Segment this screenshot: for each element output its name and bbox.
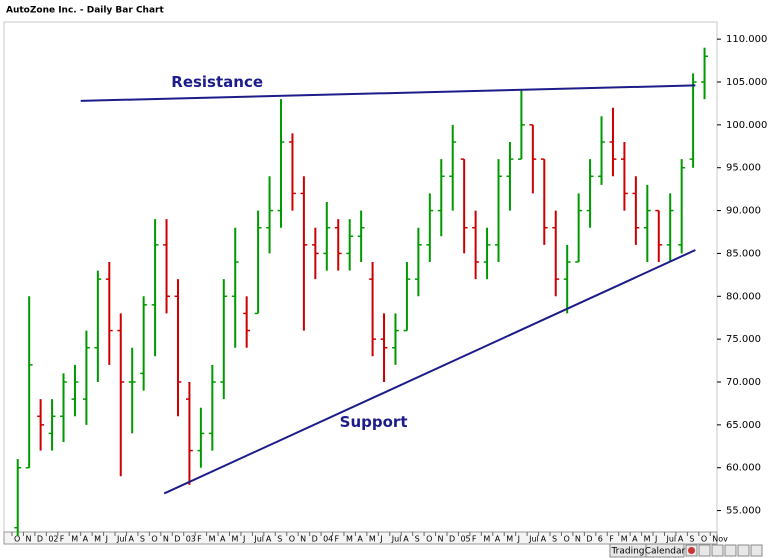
nav-button[interactable] [724,544,737,557]
nav-button[interactable] [698,544,711,557]
x-tick-label: O [563,535,569,544]
x-tick-label: A [128,535,134,544]
x-tick-label: M [369,535,376,544]
x-tick-label: A [220,535,226,544]
x-tick-label: N [163,535,169,544]
nav-button[interactable] [711,544,724,557]
y-tick-label: 80.000 [726,291,761,302]
x-tick-label: J [242,535,245,544]
chart-title: AutoZone Inc. - Daily Bar Chart [6,6,164,16]
nav-icon [688,547,695,554]
x-tick-label: A [357,535,363,544]
x-tick-label: Jul [528,535,539,544]
x-tick-label: Jul [116,535,127,544]
tab-label[interactable]: Calendar [645,547,686,557]
y-tick-label: 105.000 [726,77,767,88]
y-tick-label: 60.000 [726,463,761,474]
x-tick-label: O [289,535,295,544]
y-tick-label: 85.000 [726,248,761,259]
x-tick-label: Nov [712,535,728,544]
x-tick-label: 6 [598,535,603,544]
x-tick-label: D [449,535,455,544]
x-tick-label: F [60,535,65,544]
trendline [163,249,696,495]
x-tick-label: N [575,535,581,544]
tabs: Trading Calendar [609,543,763,558]
trendline-label: Resistance [171,73,263,91]
x-tick-label: 03 [186,535,196,544]
x-tick-label: O [14,535,20,544]
x-tick-label: S [415,535,420,544]
x-tick-label: O [151,535,157,544]
x-tick-label: 04 [323,535,333,544]
y-tick-label: 90.000 [726,206,761,217]
x-tick-label: A [266,535,272,544]
x-tick-label: 05 [460,535,470,544]
x-tick-label: Jul [253,535,264,544]
x-tick-label: D [174,535,180,544]
x-tick-label: D [312,535,318,544]
x-tick-label: S [689,535,694,544]
x-tick-label: D [37,535,43,544]
x-tick-label: M [71,535,78,544]
x-tick-label: J [379,535,382,544]
x-tick-label: M [346,535,353,544]
y-tick-label: 95.000 [726,163,761,174]
y-tick-label: 100.000 [726,120,767,131]
y-tick-label: 75.000 [726,334,761,345]
y-tick-label: 65.000 [726,420,761,431]
x-tick-label: S [552,535,557,544]
x-tick-label: J [517,535,520,544]
x-tick-label: D [586,535,592,544]
x-tick-label: A [678,535,684,544]
x-tick-label: O [426,535,432,544]
x-tick-label: M [621,535,628,544]
x-tick-label: A [83,535,89,544]
x-tick-label: A [632,535,638,544]
x-tick-label: S [140,535,145,544]
trendline [80,84,696,102]
x-tick-label: F [335,535,340,544]
x-tick-label: F [197,535,202,544]
x-tick-label: M [483,535,490,544]
x-tick-label: M [644,535,651,544]
tab-label[interactable]: Trading [610,547,644,557]
x-tick-label: M [94,535,101,544]
nav-button[interactable] [750,544,763,557]
y-tick-label: 110.000 [726,34,767,45]
x-tick-label: N [438,535,444,544]
x-tick-label: F [472,535,477,544]
x-tick-label: F [609,535,614,544]
x-tick-label: S [277,535,282,544]
x-tick-label: M [506,535,513,544]
x-tick-label: M [209,535,216,544]
x-tick-label: O [701,535,707,544]
x-tick-label: A [403,535,409,544]
x-tick-label: 02 [48,535,58,544]
y-tick-label: 70.000 [726,377,761,388]
x-tick-label: J [654,535,657,544]
x-tick-label: A [541,535,547,544]
x-tick-label: N [25,535,31,544]
nav-button[interactable] [737,544,750,557]
x-tick-label: N [300,535,306,544]
x-tick-label: J [105,535,108,544]
trendline-label: Support [340,413,408,431]
x-tick-label: Jul [665,535,676,544]
tab[interactable] [645,543,685,558]
x-tick-label: Jul [391,535,402,544]
x-tick-label: M [231,535,238,544]
x-tick-label: A [495,535,501,544]
y-tick-label: 55.000 [726,506,761,517]
